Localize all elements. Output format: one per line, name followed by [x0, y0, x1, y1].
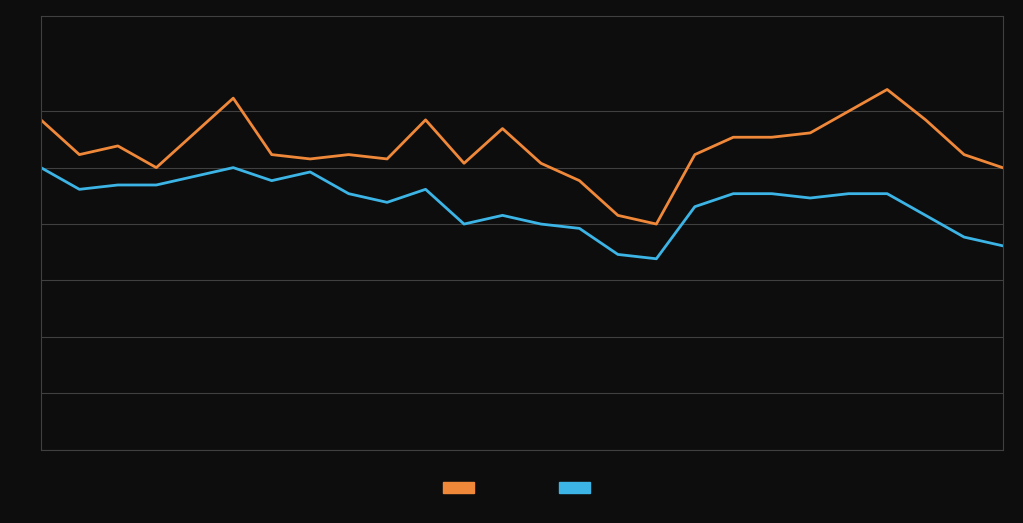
Legend: , : , [438, 477, 606, 500]
